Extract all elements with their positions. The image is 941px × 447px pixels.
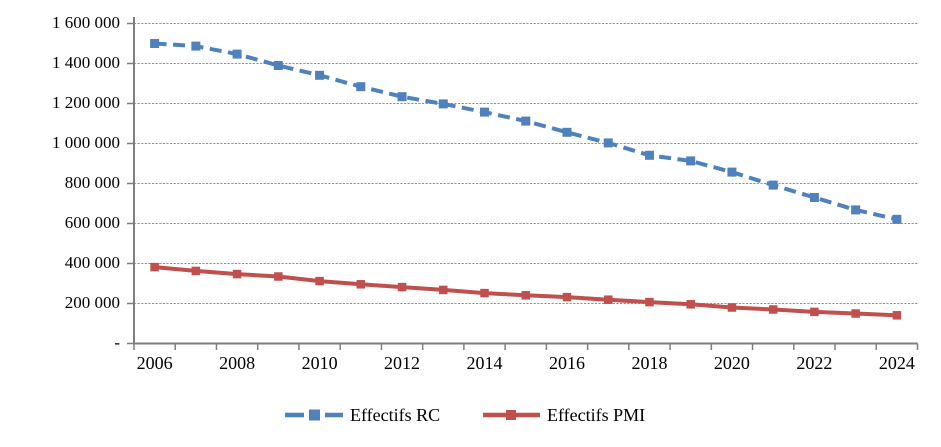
series-line-effectifs-rc [154,41,898,222]
y-axis-label: 800 000 [65,173,120,192]
data-point-marker-effectifs-pmi [521,291,530,300]
data-point-marker-effectifs-pmi [315,276,324,286]
data-point-marker-effectifs-pmi [480,288,489,298]
x-axis-label: 2024 [879,353,915,373]
data-point-marker-effectifs-pmi [232,269,242,279]
data-point-marker-effectifs-rc [150,39,160,48]
data-point-marker-effectifs-rc [603,138,613,148]
x-axis-label: 2014 [467,353,503,373]
y-axis-label: 1 400 000 [52,53,120,72]
data-point-marker-effectifs-rc [686,156,696,166]
legend-label-pmi: Effectifs PMI [547,405,645,425]
x-axis-label: 2022 [796,353,832,373]
legend-label-rc: Effectifs RC [350,405,440,425]
x-axis-label: 2008 [219,353,255,373]
data-point-marker-effectifs-rc [521,116,531,126]
x-axis-label: 2016 [549,353,585,373]
data-point-marker-effectifs-rc [562,127,572,137]
data-point-marker-effectifs-pmi [603,295,613,304]
data-point-marker-effectifs-rc [397,92,407,102]
data-point-marker-effectifs-pmi [686,300,695,309]
data-point-marker-effectifs-rc [768,180,778,190]
y-axis-label: - [114,333,120,352]
data-point-marker-effectifs-pmi [768,305,778,314]
data-point-marker-effectifs-rc [892,214,902,224]
data-point-marker-effectifs-rc [315,70,325,80]
y-axis-label: 200 000 [65,293,120,312]
data-point-marker-effectifs-pmi [439,285,448,295]
plot-area: - 200 000 400 000 600 000 800 000 1 000 000 1 … [52,13,919,373]
y-axis-label: 1 200 000 [52,93,120,112]
y-axis-label: 1 600 000 [52,13,120,32]
chart-legend: Effectifs RC Effectifs PMI [285,405,645,425]
data-point-marker-effectifs-pmi [356,280,366,289]
data-point-marker-effectifs-rc [480,107,490,117]
x-axis-label: 2020 [714,353,750,373]
data-point-marker-effectifs-pmi [645,297,654,307]
data-point-marker-effectifs-pmi [892,311,902,320]
legend-swatch-rc-dashed-line [285,409,343,421]
y-axis-label: 400 000 [65,253,120,272]
legend-item-rc: Effectifs RC [285,405,440,425]
data-point-marker-effectifs-pmi [397,282,407,292]
data-point-marker-effectifs-rc [273,61,283,70]
legend-item-pmi: Effectifs PMI [483,405,645,425]
x-axis-label: 2006 [137,353,173,373]
data-point-marker-effectifs-rc [438,99,448,109]
data-point-marker-effectifs-rc [232,49,242,59]
data-point-marker-effectifs-rc [809,193,819,202]
x-axis-label: 2010 [302,353,338,373]
data-point-marker-effectifs-rc [191,41,201,51]
data-point-marker-effectifs-pmi [727,303,737,312]
x-axis-label: 2018 [631,353,667,373]
data-point-marker-effectifs-pmi [851,309,860,318]
data-point-marker-effectifs-pmi [191,266,201,276]
data-point-marker-effectifs-rc [851,205,861,215]
data-point-marker-effectifs-pmi [274,272,283,281]
data-point-marker-effectifs-pmi [810,307,819,317]
data-point-marker-effectifs-rc [727,167,737,177]
data-point-marker-effectifs-rc [644,150,654,160]
legend-swatch-pmi-solid-line [483,410,540,420]
y-axis-label: 600 000 [65,213,120,232]
data-point-marker-effectifs-rc [356,82,366,92]
x-axis-label: 2012 [384,353,420,373]
data-point-marker-effectifs-pmi [150,262,159,272]
y-axis-label: 1 000 000 [52,133,120,152]
data-point-marker-effectifs-pmi [562,292,572,302]
